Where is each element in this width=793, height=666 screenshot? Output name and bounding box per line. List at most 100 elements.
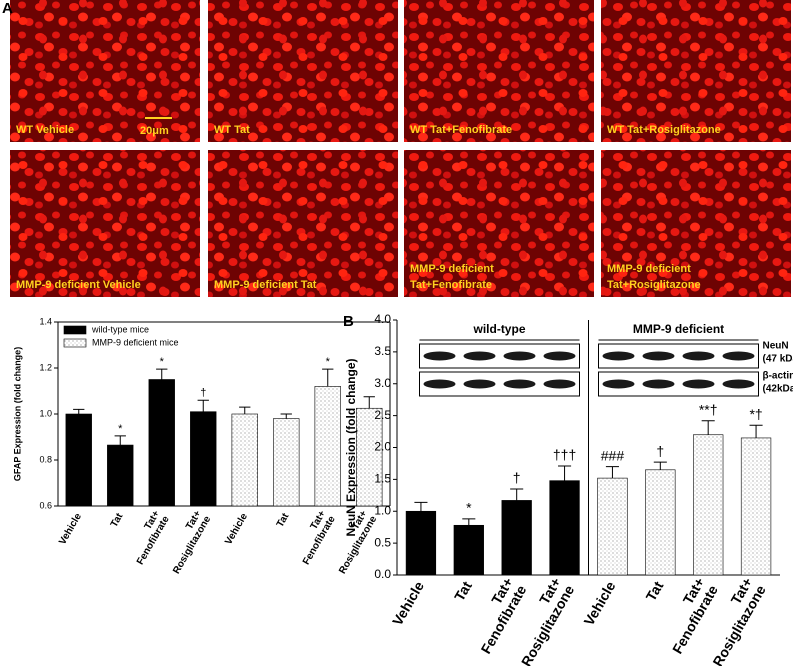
panel-label: A <box>2 0 13 17</box>
x-tick-line: Vehicle <box>389 578 427 628</box>
panel-label: B <box>343 313 354 330</box>
error-bar <box>653 461 667 470</box>
blot-band <box>682 351 715 361</box>
micrograph-overlay <box>601 150 791 297</box>
micrograph-label: Tat+Fenofibrate <box>410 279 492 291</box>
micrograph-label: WT Vehicle <box>16 124 74 136</box>
blot-band <box>423 379 456 389</box>
y-tick-label: 0.5 <box>374 535 391 549</box>
bar <box>148 379 175 507</box>
micrograph-label: WT Tat <box>214 124 250 136</box>
x-tick-line: Vehicle <box>223 511 250 547</box>
y-axis-label: NeuN Expression (fold change) <box>344 358 358 536</box>
error-bar <box>605 466 619 479</box>
bar <box>597 477 628 576</box>
micrograph-overlay <box>10 0 200 142</box>
y-tick-label: 3.0 <box>374 376 391 390</box>
bar <box>405 510 437 576</box>
blot-band <box>722 379 755 389</box>
micrograph-label: MMP-9 deficient Vehicle <box>16 279 141 291</box>
significance-label: † <box>200 387 206 399</box>
blot-band <box>463 379 496 389</box>
x-tick-line: Tat <box>642 578 666 604</box>
error-bar <box>73 408 85 414</box>
blot-label: (47 kDa) <box>763 354 793 365</box>
y-tick-label: 0.6 <box>39 500 52 510</box>
blot-label: NeuN <box>763 341 789 352</box>
blot-band <box>423 351 456 361</box>
blot-band <box>602 379 635 389</box>
x-tick-label: Vehicle <box>57 511 84 547</box>
micrograph-overlay <box>208 0 398 142</box>
y-tick-label: 1.0 <box>39 408 52 418</box>
legend-label: MMP-9 deficient mice <box>92 337 179 347</box>
micrograph-label: Tat+Rosiglitazone <box>607 279 701 291</box>
error-bar <box>414 501 428 512</box>
x-tick-label: Tat <box>642 578 666 604</box>
significance-label: * <box>326 356 331 368</box>
blot-band <box>543 351 576 361</box>
x-tick-line: Tat <box>274 511 291 529</box>
bar <box>740 437 772 576</box>
blot-label: (42kDa) <box>763 384 793 395</box>
bar <box>107 444 134 507</box>
error-bar <box>156 368 168 380</box>
error-bar <box>510 488 524 501</box>
x-tick-label: Tat+Fenofibrate <box>291 508 337 567</box>
x-tick-label: Vehicle <box>580 578 618 628</box>
x-tick-line: Tat <box>108 511 125 529</box>
blot-header: wild-type <box>472 322 525 336</box>
y-tick-label: 2.5 <box>374 408 391 422</box>
y-tick-label: 1.0 <box>374 503 391 517</box>
y-tick-label: 0.0 <box>374 567 391 581</box>
bar <box>231 413 258 507</box>
blot-box <box>598 343 759 369</box>
x-tick-label: Tat <box>108 511 125 529</box>
bar <box>65 413 92 507</box>
micrograph-label: MMP-9 deficient Tat <box>214 279 317 291</box>
error-bar <box>749 424 763 438</box>
legend-label: wild-type mice <box>91 324 149 334</box>
blot-band <box>642 351 675 361</box>
error-bar <box>462 518 476 526</box>
significance-label: *† <box>749 406 762 422</box>
blot-band <box>543 379 576 389</box>
significance-label: † <box>513 470 521 486</box>
significance-label: † <box>656 443 664 459</box>
bar <box>549 480 580 576</box>
scale-bar-label: 20μm <box>140 125 169 137</box>
blot-band <box>463 351 496 361</box>
bar <box>693 434 724 576</box>
micrograph-label: WT Tat+Fenofibrate <box>410 124 512 136</box>
bar <box>453 524 484 576</box>
significance-label: ### <box>601 447 625 463</box>
x-tick-label: Vehicle <box>389 578 427 628</box>
micrographs: WT Vehicle WT Tat WT Tat+Fenofibrate WT Tat… <box>10 0 791 297</box>
micrograph-overlay <box>404 150 594 297</box>
y-tick-label: 1.4 <box>39 316 52 326</box>
significance-label: ††† <box>553 447 576 463</box>
x-tick-label: Vehicle <box>223 511 250 547</box>
x-tick-label: Tat+Fenofibrate <box>125 508 171 567</box>
error-bar <box>280 413 292 419</box>
chart-neun: 0.0 0.5 1.0 1.5 2.0 2.5 3.0 3.5 4.0 NeuN Expressi… <box>344 312 793 666</box>
blot-band <box>722 351 755 361</box>
blot-band <box>642 379 675 389</box>
blot-header: MMP-9 deficient <box>633 322 724 336</box>
blot-band <box>503 379 536 389</box>
significance-label: * <box>466 500 472 516</box>
error-bar <box>363 396 375 409</box>
x-tick-line: Vehicle <box>580 578 618 628</box>
bar <box>356 407 383 507</box>
error-bar <box>558 465 572 481</box>
error-bar <box>701 420 715 435</box>
error-bar <box>114 435 126 446</box>
significance-label: * <box>160 356 165 368</box>
significance-label: * <box>118 423 123 435</box>
blot-label: β-actin <box>763 371 793 382</box>
x-tick-line: Tat <box>451 578 475 604</box>
x-tick-label: Tat <box>274 511 291 529</box>
x-tick-line: Vehicle <box>57 511 84 547</box>
x-tick-label: Tat <box>451 578 475 604</box>
